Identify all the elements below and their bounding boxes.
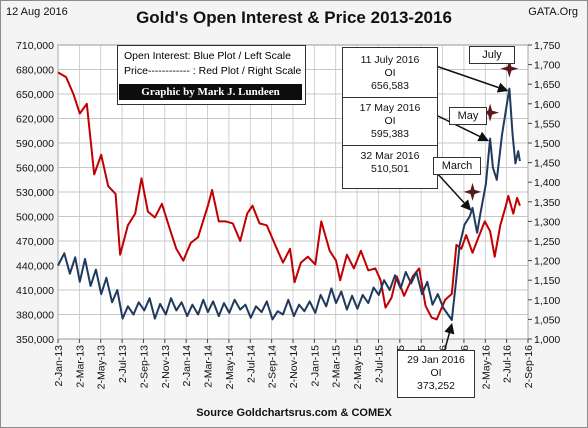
oi-annotation-box: 11 July 2016 OI 656,583 17 May 2016 OI 5… [342,47,438,189]
series-line-price [57,71,521,321]
y-left-tick-label: 350,000 [16,334,54,346]
series-line-open-interest [57,87,521,321]
chart-title: Gold's Open Interest & Price 2013-2016 [136,8,452,27]
x-tick-label: 2-Jul-13 [117,345,129,383]
x-tick-label: 2-May-14 [224,345,236,390]
x-tick-label: 2-Jan-14 [181,345,193,387]
y-right-tick-label: 1,400 [534,177,560,189]
source-note: Source Goldchartsrus.com & COMEX [196,407,392,419]
oi-march-value: 510,501 [371,163,409,175]
legend-line-price: Price------------ : Red Plot / Right Sca… [124,65,302,77]
y-left-tick-label: 440,000 [16,261,54,273]
arrow-may [435,114,490,142]
y-left-tick-label: 410,000 [16,285,54,297]
y-left-tick-label: 530,000 [16,187,54,199]
y-right-tick-label: 1,100 [534,295,560,307]
oi-july-label: OI [384,67,396,79]
x-tick-label: 2-Nov-13 [160,345,172,388]
series-lines [57,71,521,321]
x-tick-label: 2-Sep-13 [138,345,150,388]
x-tick-label: 2-Jan-15 [309,345,321,387]
annotation-arrows [435,65,509,350]
tag-march: March [433,157,481,175]
y-right-tick-label: 1,600 [534,99,560,111]
oi-low-value: 373,252 [417,380,455,392]
y-left-tick-label: 380,000 [16,310,54,322]
y-left-tick-label: 470,000 [16,236,54,248]
x-tick-label: 2-Jan-13 [53,345,65,387]
report-date: 12 Aug 2016 [6,6,68,18]
x-tick-label: 2-May-15 [352,345,364,390]
x-tick-label: 2-Mar-15 [331,345,343,388]
oi-low-date: 29 Jan 2016 [407,354,465,366]
x-tick-label: 2-Mar-13 [74,345,86,388]
legend-line-oi: Open Interest: Blue Plot / Left Scale [124,50,291,62]
tag-july: July [469,46,515,64]
y-right-tick-label: 1,350 [534,197,560,209]
credit-banner: Graphic by Mark J. Lundeen [119,84,302,100]
y-right-tick-label: 1,700 [534,60,560,72]
y-left-tick-label: 680,000 [16,65,54,77]
x-tick-label: 2-Sep-16 [523,345,535,388]
x-tick-label: 2-Jul-15 [373,345,385,383]
y-left-tick-label: 500,000 [16,212,54,224]
markers [463,59,519,201]
y-right-tick-label: 1,500 [534,138,560,150]
y-right-tick-label: 1,750 [534,40,560,52]
y-right-tick-label: 1,450 [534,158,560,170]
marker-star-july [500,59,519,78]
oi-may-value: 595,383 [371,128,409,140]
oi-march-date: 32 Mar 2016 [343,145,437,163]
y-left-tick-label: 590,000 [16,138,54,150]
oi-july-value: 656,583 [371,80,409,92]
x-tick-label: 2-Nov-14 [288,345,300,388]
x-tick-label: 2-Jul-16 [502,345,514,383]
site-label: GATA.Org [528,6,578,18]
oi-july-date: 11 July 2016 [360,54,420,66]
x-tick-label: 2-Jul-14 [245,345,257,383]
y-right-tick-label: 1,150 [534,275,560,287]
x-tick-label: 2-May-16 [480,345,492,390]
y-left-tick-label: 710,000 [16,40,54,52]
x-tick-label: 2-Mar-14 [203,345,215,388]
legend-box: Open Interest: Blue Plot / Left Scale Pr… [117,45,306,105]
tag-may: May [449,107,487,125]
oi-may-date: 17 May 2016 [343,97,437,115]
y-left-tick-label: 620,000 [16,114,54,126]
y-left-tick-label: 650,000 [16,89,54,101]
arrow-march [435,171,472,211]
x-tick-label: 2-Sep-14 [267,345,279,388]
oi-low-label: OI [430,367,442,379]
y-right-tick-label: 1,300 [534,216,560,228]
y-right-tick-label: 1,550 [534,118,560,130]
y-right-tick-label: 1,000 [534,334,560,346]
marker-star-march [463,182,482,201]
x-tick-label: 2-May-13 [96,345,108,390]
y-left-tick-label: 560,000 [16,163,54,175]
y-right-tick-label: 1,250 [534,236,560,248]
oi-may-label: OI [384,115,396,127]
marker-star-may [481,103,500,122]
y-right-tick-label: 1,650 [534,79,560,91]
y-right-tick-label: 1,200 [534,256,560,268]
arrow-july [435,65,509,93]
oi-low-box: 29 Jan 2016 OI 373,252 [397,350,475,398]
arrow-jan-low [444,322,455,350]
y-right-tick-label: 1,050 [534,314,560,326]
